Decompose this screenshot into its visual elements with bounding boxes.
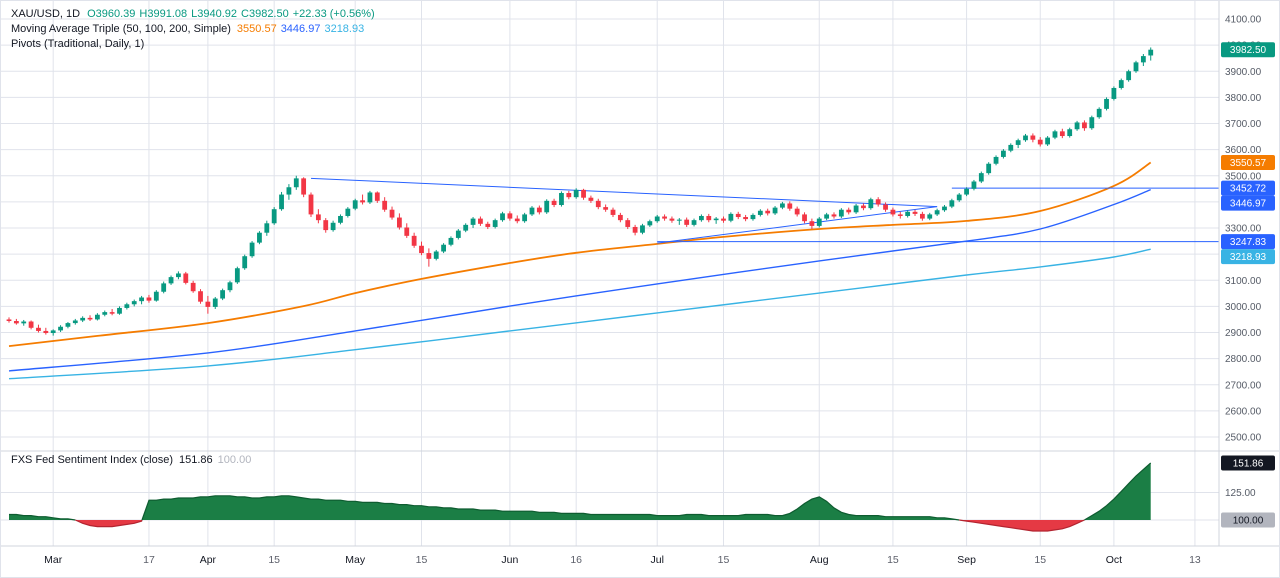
gridlines [1, 1, 1219, 546]
ma100-value: 3446.97 [280, 23, 321, 35]
svg-text:3446.97: 3446.97 [1230, 199, 1267, 210]
svg-text:3800.00: 3800.00 [1225, 93, 1262, 104]
price-badge [1221, 195, 1275, 211]
pivots-legend-row[interactable]: Pivots (Traditional, Daily, 1) [11, 37, 379, 51]
sentiment-legend[interactable]: FXS Fed Sentiment Index (close) 151.86 100… [11, 453, 251, 467]
svg-text:Apr: Apr [200, 554, 217, 566]
svg-text:125.00: 125.00 [1225, 488, 1256, 499]
sentiment-baseline-value: 100.00 [217, 454, 252, 466]
ma-legend-row[interactable]: Moving Average Triple (50, 100, 200, Sim… [11, 22, 379, 36]
ma-line-ma100 [8, 188, 1151, 372]
svg-text:16: 16 [570, 554, 582, 566]
time-axis[interactable] [1, 546, 1280, 578]
svg-text:3600.00: 3600.00 [1225, 145, 1262, 156]
price-badge [1221, 512, 1275, 528]
price-badge [1221, 42, 1275, 58]
svg-text:3218.93: 3218.93 [1230, 252, 1267, 263]
svg-text:2900.00: 2900.00 [1225, 328, 1262, 339]
price-badge [1221, 249, 1275, 265]
ma-indicator-label: Moving Average Triple (50, 100, 200, Sim… [11, 23, 231, 35]
price-axis[interactable] [1219, 1, 1280, 546]
svg-text:15: 15 [1034, 554, 1046, 566]
svg-text:15: 15 [887, 554, 899, 566]
svg-text:Sep: Sep [957, 554, 976, 566]
ma-line-ma200 [8, 248, 1151, 380]
trendline-drawings [310, 177, 1219, 244]
svg-text:Jul: Jul [650, 554, 663, 566]
symbol-title[interactable]: XAU/USD, 1D [11, 8, 81, 20]
sentiment-area [9, 462, 1152, 532]
svg-text:13: 13 [1189, 554, 1201, 566]
svg-text:2800.00: 2800.00 [1225, 354, 1262, 365]
svg-text:2500.00: 2500.00 [1225, 433, 1262, 444]
svg-text:15: 15 [718, 554, 730, 566]
svg-text:3550.57: 3550.57 [1230, 158, 1267, 169]
svg-text:3500.00: 3500.00 [1225, 171, 1262, 182]
change-value: +22.33 (+0.56%) [292, 8, 375, 20]
svg-text:3300.00: 3300.00 [1225, 224, 1262, 235]
svg-text:Aug: Aug [810, 554, 829, 566]
svg-text:Oct: Oct [1106, 554, 1122, 566]
low-value: L3940.92 [191, 8, 238, 20]
svg-text:17: 17 [143, 554, 155, 566]
svg-text:100.00: 100.00 [1233, 516, 1264, 527]
price-badge [1221, 155, 1275, 171]
trendline [310, 177, 938, 208]
svg-text:15: 15 [268, 554, 280, 566]
open-value: O3960.39 [87, 8, 136, 20]
svg-text:3000.00: 3000.00 [1225, 302, 1262, 313]
svg-text:3700.00: 3700.00 [1225, 119, 1262, 130]
svg-text:4100.00: 4100.00 [1225, 15, 1262, 26]
svg-text:May: May [345, 554, 366, 566]
symbol-legend-row[interactable]: XAU/USD, 1D O3960.39 H3991.08 L3940.92 C3982… [11, 7, 379, 21]
trendline [657, 206, 938, 244]
price-badge [1221, 455, 1275, 471]
ma-line-ma50 [8, 161, 1152, 347]
svg-text:2600.00: 2600.00 [1225, 406, 1262, 417]
ma-lines [8, 161, 1152, 380]
svg-text:151.86: 151.86 [1233, 458, 1264, 469]
svg-text:Mar: Mar [44, 554, 63, 566]
price-badge [1221, 234, 1275, 250]
pivots-indicator-label: Pivots (Traditional, Daily, 1) [11, 38, 145, 50]
time-axis-labels: Mar 17 Apr 15 May 15 Jun 16 Jul 15 Aug 15 Sep 15 Oct 13 [44, 554, 1201, 566]
svg-text:Jun: Jun [501, 554, 518, 566]
svg-text:3452.72: 3452.72 [1230, 184, 1267, 195]
close-value: C3982.50 [241, 8, 289, 20]
svg-text:3982.50: 3982.50 [1230, 45, 1267, 56]
sentiment-value: 151.86 [179, 454, 213, 466]
ma50-value: 3550.57 [236, 23, 277, 35]
svg-text:3100.00: 3100.00 [1225, 276, 1262, 287]
price-badge [1221, 180, 1275, 196]
candles [6, 47, 1154, 336]
main-legend: XAU/USD, 1D O3960.39 H3991.08 L3940.92 C3982… [11, 7, 379, 52]
ma200-value: 3218.93 [324, 23, 365, 35]
svg-text:2700.00: 2700.00 [1225, 380, 1262, 391]
svg-text:15: 15 [416, 554, 428, 566]
high-value: H3991.08 [139, 8, 188, 20]
svg-text:3900.00: 3900.00 [1225, 67, 1262, 78]
sentiment-indicator-label: FXS Fed Sentiment Index (close) [11, 454, 174, 466]
svg-text:3247.83: 3247.83 [1230, 237, 1267, 248]
price-badges: 3982.50 3550.57 3452.72 3446.97 3247.83 3218.… [1221, 42, 1275, 528]
